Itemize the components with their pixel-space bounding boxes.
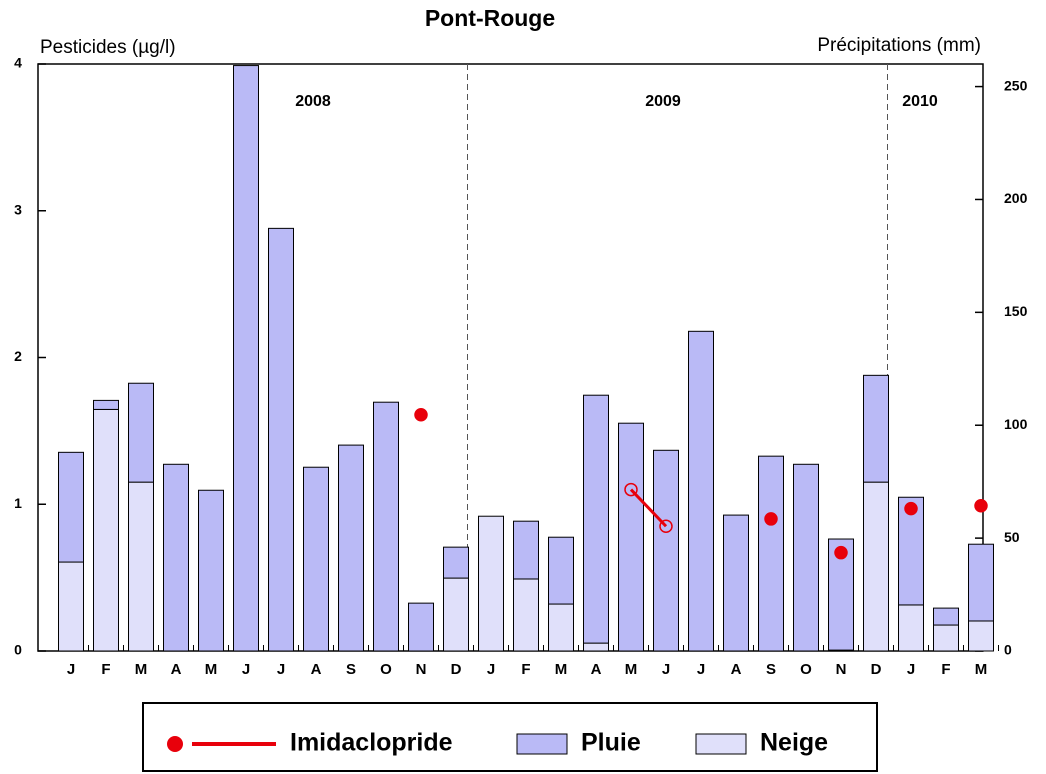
y-tick-label: 4 xyxy=(14,55,22,71)
bar xyxy=(933,607,959,626)
bar xyxy=(128,481,154,652)
y-tick-label: 0 xyxy=(14,642,22,658)
point xyxy=(834,545,848,560)
bar xyxy=(58,451,84,563)
legend-marker xyxy=(167,736,183,752)
x-tick-label: S xyxy=(766,661,776,678)
legend-label: Pluie xyxy=(581,729,641,757)
x-tick-label: J xyxy=(907,661,915,678)
bar xyxy=(723,514,749,652)
x-tick-label: O xyxy=(380,661,392,678)
bar xyxy=(863,481,889,652)
bar xyxy=(58,561,84,652)
bar xyxy=(198,489,224,652)
point xyxy=(974,498,988,513)
x-tick-label: A xyxy=(171,661,182,678)
bar xyxy=(688,330,714,652)
x-tick-label: M xyxy=(625,661,638,678)
bar xyxy=(583,394,609,644)
y2-tick-label: 150 xyxy=(1004,303,1028,319)
x-tick-label: F xyxy=(101,661,110,678)
x-tick-label: A xyxy=(311,661,322,678)
bar xyxy=(373,401,399,652)
legend-label: Imidaclopride xyxy=(290,729,453,757)
bar xyxy=(548,536,574,605)
legend-box xyxy=(142,702,878,772)
y2-tick-label: 0 xyxy=(1004,642,1012,658)
chart-title: Pont-Rouge xyxy=(425,5,555,31)
x-tick-label: D xyxy=(871,661,882,678)
x-tick-label: A xyxy=(591,661,602,678)
x-tick-label: M xyxy=(555,661,568,678)
y-tick-label: 3 xyxy=(14,201,22,217)
bar xyxy=(793,463,819,652)
bar xyxy=(303,466,329,652)
x-tick-label: A xyxy=(731,661,742,678)
bar xyxy=(653,449,679,652)
bar xyxy=(93,399,119,410)
point xyxy=(414,407,428,422)
y2-tick-label: 100 xyxy=(1004,416,1028,432)
bar xyxy=(583,642,609,652)
bar xyxy=(513,578,539,652)
x-tick-label: J xyxy=(487,661,495,678)
x-tick-label: F xyxy=(941,661,950,678)
bar xyxy=(163,463,189,652)
bar xyxy=(618,422,644,652)
x-tick-label: J xyxy=(67,661,75,678)
bar xyxy=(968,620,994,652)
bar xyxy=(443,577,469,652)
year-label: 2008 xyxy=(295,93,331,110)
y-tick-label: 2 xyxy=(14,348,22,364)
legend-swatch xyxy=(695,733,747,755)
legend-swatch xyxy=(516,733,568,755)
bar xyxy=(233,65,259,652)
x-tick-label: N xyxy=(416,661,427,678)
point xyxy=(764,512,778,526)
y2-tick-label: 50 xyxy=(1004,529,1020,545)
x-tick-label: M xyxy=(975,661,988,678)
bar xyxy=(968,543,994,622)
point xyxy=(904,501,918,516)
bar xyxy=(863,374,889,483)
bar xyxy=(548,603,574,652)
x-tick-label: M xyxy=(135,661,148,678)
x-tick-label: J xyxy=(662,661,670,678)
x-tick-label: F xyxy=(521,661,530,678)
bar xyxy=(443,546,469,579)
bar xyxy=(898,604,924,652)
bar xyxy=(93,408,119,652)
x-tick-label: J xyxy=(277,661,285,678)
y-axis-label: Pesticides (µg/l) xyxy=(40,37,176,58)
legend-label: Neige xyxy=(760,729,828,757)
x-tick-label: N xyxy=(836,661,847,678)
x-tick-label: S xyxy=(346,661,356,678)
x-tick-label: O xyxy=(800,661,812,678)
y-tick-label: 1 xyxy=(14,495,22,511)
bar xyxy=(758,455,784,652)
point xyxy=(624,482,638,497)
x-tick-label: M xyxy=(205,661,218,678)
point xyxy=(659,519,673,534)
bar xyxy=(478,515,504,652)
bar xyxy=(128,382,154,483)
y2-tick-label: 250 xyxy=(1004,77,1028,93)
bar xyxy=(933,624,959,652)
bar xyxy=(513,520,539,580)
y2-tick-label: 200 xyxy=(1004,190,1028,206)
year-label: 2009 xyxy=(645,93,681,110)
bar xyxy=(338,444,364,652)
x-tick-label: D xyxy=(451,661,462,678)
bar xyxy=(268,227,294,652)
x-tick-label: J xyxy=(697,661,705,678)
bar xyxy=(408,602,434,652)
x-tick-label: J xyxy=(242,661,250,678)
y2-axis-label: Précipitations (mm) xyxy=(817,35,981,56)
year-label: 2010 xyxy=(902,93,938,110)
